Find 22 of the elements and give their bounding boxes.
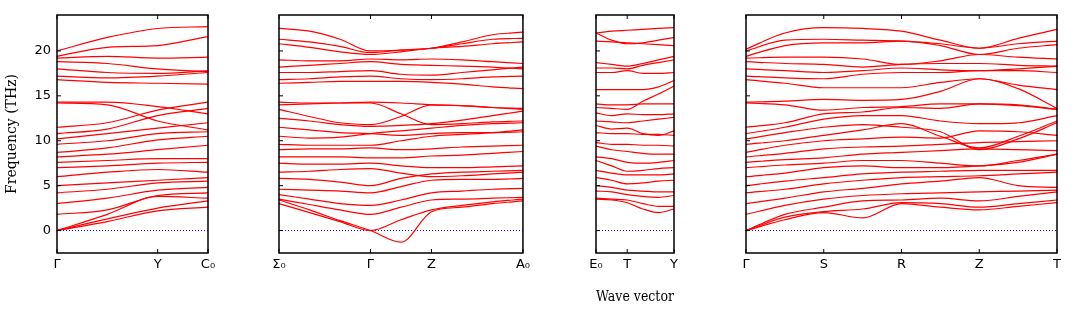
x-tick-label: Γ xyxy=(53,256,62,272)
y-axis-title: Frequency (THz) xyxy=(3,73,20,195)
y-tick-label: 0 xyxy=(42,221,51,237)
y-tick-label: 15 xyxy=(34,87,51,103)
x-axis-title: Wave vector xyxy=(596,288,675,305)
y-tick-label: 10 xyxy=(34,132,51,148)
x-tick-label: Y xyxy=(152,256,162,272)
y-tick-label: 5 xyxy=(42,177,51,193)
x-tick-label: Σ₀ xyxy=(272,256,286,272)
x-tick-label: C₀ xyxy=(200,256,216,272)
x-tick-label: Γ xyxy=(742,256,751,272)
x-tick-label: T xyxy=(1052,256,1062,272)
x-tick-label: S xyxy=(819,256,828,272)
x-tick-label: E₀ xyxy=(589,256,603,272)
x-tick-label: Z xyxy=(974,256,984,272)
x-tick-label: Γ xyxy=(366,256,375,272)
x-tick-label: Y xyxy=(669,256,679,272)
x-tick-label: T xyxy=(622,256,632,272)
x-tick-label: Z xyxy=(427,256,437,272)
x-tick-label: A₀ xyxy=(515,256,530,272)
x-tick-label: R xyxy=(896,256,907,272)
y-tick-label: 20 xyxy=(34,42,51,58)
